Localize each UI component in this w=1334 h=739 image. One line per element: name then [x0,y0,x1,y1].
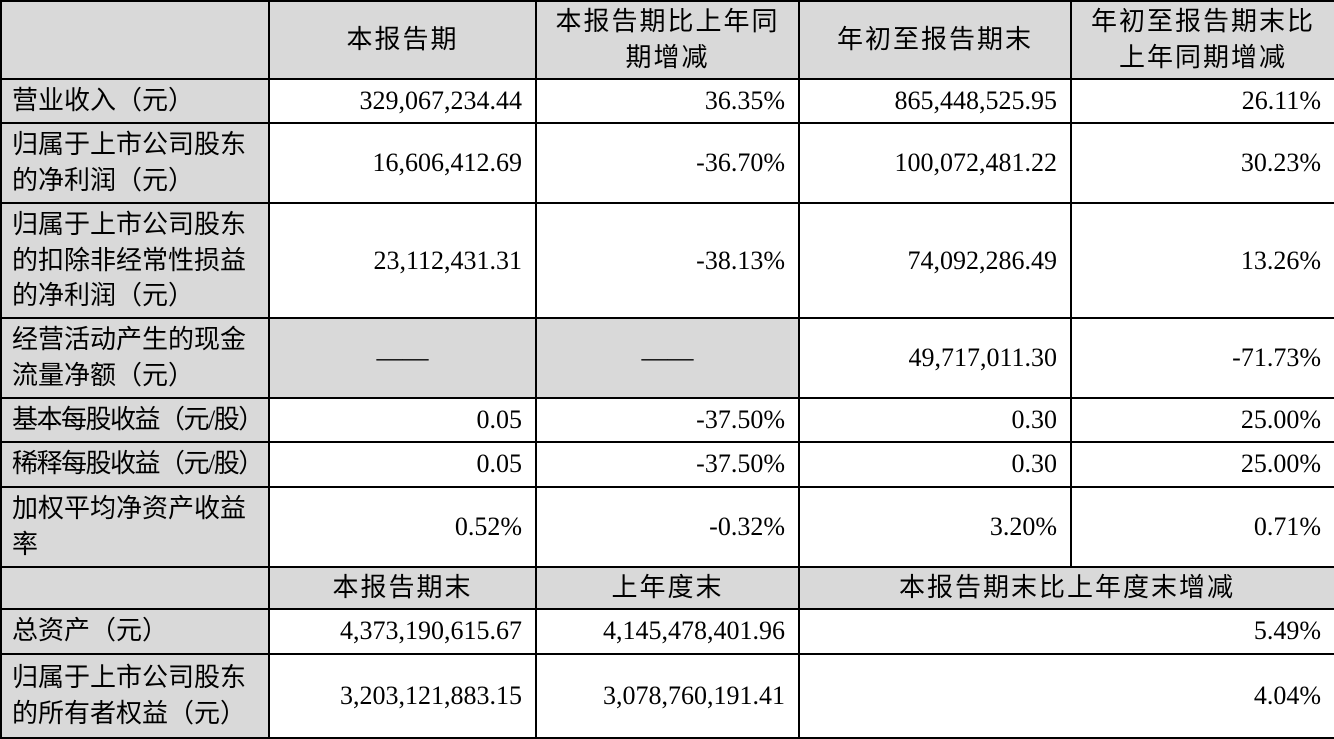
corner-cell [0,565,270,610]
row-label: 基本每股收益（元/股） [0,397,270,443]
row-label: 总资产（元） [0,607,270,655]
row-label: 稀释每股收益（元/股） [0,440,270,488]
table-row-basic-eps: 基本每股收益（元/股） 0.05 -37.50% 0.30 25.00% [0,397,1334,443]
table-row-net-profit-excl-nonrecurring: 归属于上市公司股东的扣除非经常性损益的净利润（元） 23,112,431.31 … [0,201,1334,320]
row-label: 归属于上市公司股东的扣除非经常性损益的净利润（元） [0,201,270,320]
cell-current-yoy-dash: —— [535,317,800,399]
header-current-period: 本报告期 [268,0,537,80]
cell-current: 0.05 [268,440,537,488]
cell-current-dash: —— [268,317,537,399]
cell-ytd: 49,717,011.30 [798,317,1072,399]
cell-ytd: 74,092,286.49 [798,201,1072,320]
header-current-period-yoy: 本报告期比上年同期增减 [535,0,800,80]
cell-period-end: 4,373,190,615.67 [268,607,537,655]
header-ytd: 年初至报告期末 [798,0,1072,80]
cell-ytd-yoy: -71.73% [1070,317,1334,399]
cell-ytd-yoy: 25.00% [1070,397,1334,443]
header-prev-year-end: 上年度末 [535,565,800,610]
corner-cell [0,0,270,80]
row-label: 归属于上市公司股东的所有者权益（元） [0,652,270,739]
table-row-revenue: 营业收入（元） 329,067,234.44 36.35% 865,448,52… [0,78,1334,124]
cell-ytd: 0.30 [798,440,1072,488]
cell-ytd-yoy: 0.71% [1070,485,1334,568]
cell-ytd-yoy: 13.26% [1070,201,1334,320]
header-period-end-change: 本报告期末比上年度末增减 [798,565,1334,610]
row-label: 营业收入（元） [0,78,270,124]
cell-ytd-yoy: 30.23% [1070,121,1334,204]
table-row-shareholders-equity: 归属于上市公司股东的所有者权益（元） 3,203,121,883.15 3,07… [0,652,1334,739]
row-label: 归属于上市公司股东的净利润（元） [0,121,270,204]
table-row-weighted-avg-roe: 加权平均净资产收益率 0.52% -0.32% 3.20% 0.71% [0,485,1334,568]
cell-change: 4.04% [798,652,1334,739]
table-row-total-assets: 总资产（元） 4,373,190,615.67 4,145,478,401.96… [0,607,1334,655]
table-row-operating-cash-flow: 经营活动产生的现金流量净额（元） —— —— 49,717,011.30 -71… [0,317,1334,399]
cell-prev-year-end: 4,145,478,401.96 [535,607,800,655]
cell-current-yoy: -36.70% [535,121,800,204]
cell-current: 0.52% [268,485,537,568]
cell-ytd: 865,448,525.95 [798,78,1072,124]
cell-ytd: 3.20% [798,485,1072,568]
cell-ytd-yoy: 25.00% [1070,440,1334,488]
cell-change: 5.49% [798,607,1334,655]
header-ytd-yoy: 年初至报告期末比上年同期增减 [1070,0,1334,80]
row-label: 加权平均净资产收益率 [0,485,270,568]
cell-current: 23,112,431.31 [268,201,537,320]
table-row-net-profit: 归属于上市公司股东的净利润（元） 16,606,412.69 -36.70% 1… [0,121,1334,204]
cell-current: 0.05 [268,397,537,443]
cell-current-yoy: -38.13% [535,201,800,320]
cell-prev-year-end: 3,078,760,191.41 [535,652,800,739]
cell-current-yoy: -37.50% [535,397,800,443]
cell-current-yoy: -0.32% [535,485,800,568]
cell-ytd: 100,072,481.22 [798,121,1072,204]
section1-header-row: 本报告期 本报告期比上年同期增减 年初至报告期末 年初至报告期末比上年同期增减 [0,0,1334,80]
cell-current: 329,067,234.44 [268,78,537,124]
cell-current-yoy: 36.35% [535,78,800,124]
row-label: 经营活动产生的现金流量净额（元） [0,317,270,399]
table-row-diluted-eps: 稀释每股收益（元/股） 0.05 -37.50% 0.30 25.00% [0,440,1334,488]
cell-ytd: 0.30 [798,397,1072,443]
cell-period-end: 3,203,121,883.15 [268,652,537,739]
section2-header-row: 本报告期末 上年度末 本报告期末比上年度末增减 [0,565,1334,610]
cell-current: 16,606,412.69 [268,121,537,204]
header-period-end: 本报告期末 [268,565,537,610]
cell-current-yoy: -37.50% [535,440,800,488]
cell-ytd-yoy: 26.11% [1070,78,1334,124]
